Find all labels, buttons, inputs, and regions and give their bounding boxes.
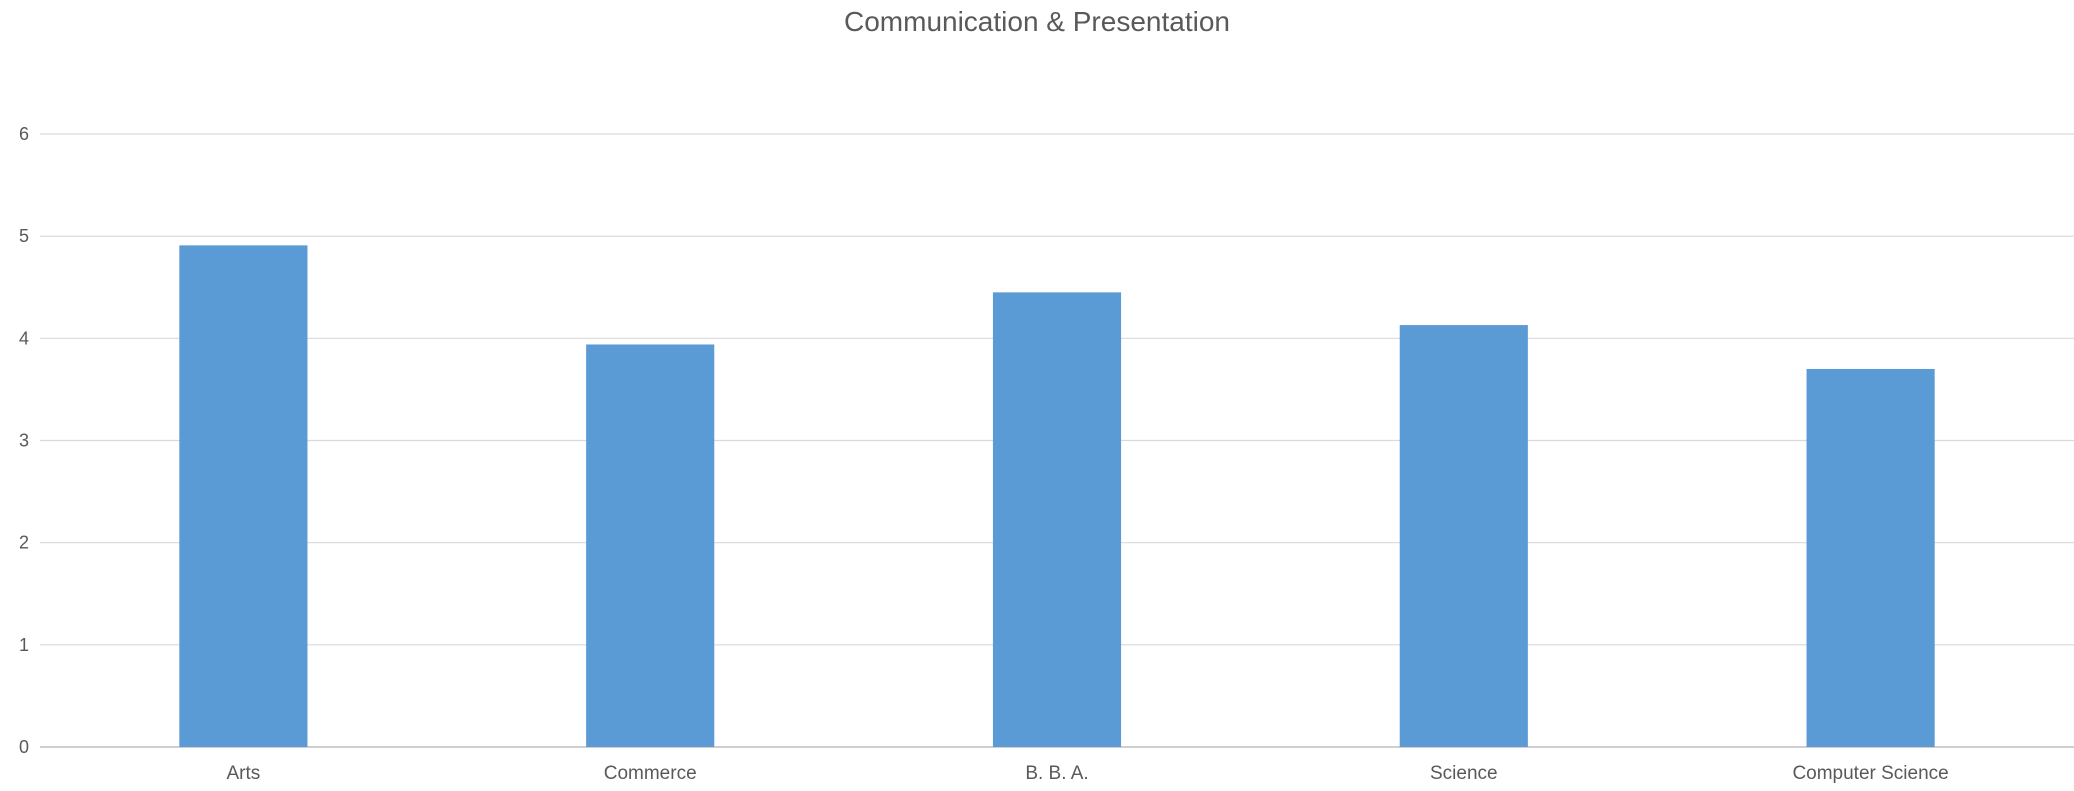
y-tick-label: 5 — [19, 226, 29, 246]
bar-arts — [179, 245, 307, 747]
bar-commerce — [586, 344, 714, 747]
x-tick-label: B. B. A. — [1025, 763, 1088, 784]
y-tick-label: 0 — [19, 737, 29, 757]
x-tick-label: Computer Science — [1792, 763, 1948, 784]
bar-science — [1400, 325, 1528, 747]
bar-computer-science — [1807, 369, 1935, 747]
bar-b-b-a — [993, 292, 1121, 747]
x-tick-label: Arts — [227, 763, 261, 784]
y-axis-ticks: 0 1 2 3 4 5 6 — [19, 124, 29, 757]
bars — [179, 245, 1934, 747]
y-tick-label: 6 — [19, 124, 29, 144]
y-tick-label: 4 — [19, 328, 29, 348]
x-tick-label: Science — [1430, 763, 1498, 784]
x-axis-ticks: Arts Commerce B. B. A. Science Computer Scie… — [227, 763, 1949, 784]
y-tick-label: 3 — [19, 431, 29, 451]
x-tick-label: Commerce — [604, 763, 697, 784]
y-tick-label: 1 — [19, 635, 29, 655]
y-tick-label: 2 — [19, 533, 29, 553]
